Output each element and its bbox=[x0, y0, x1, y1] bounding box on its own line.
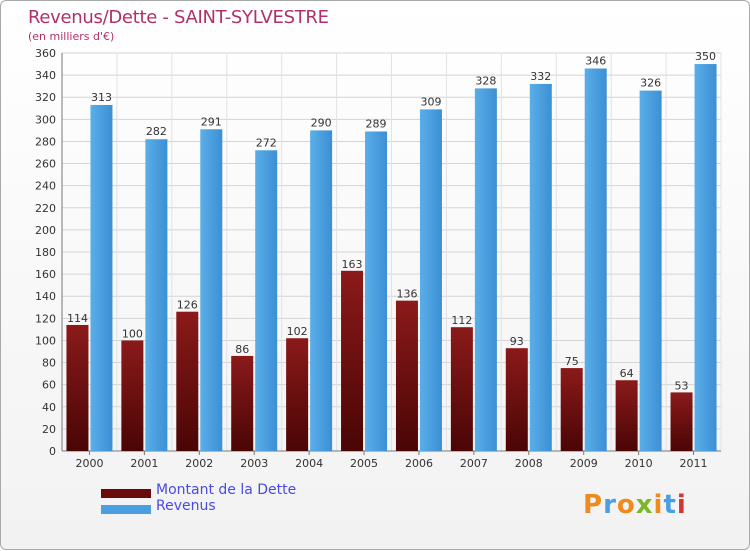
y-tick-label: 220 bbox=[35, 202, 56, 215]
data-label-revenus: 326 bbox=[640, 77, 661, 90]
x-tick-label: 2003 bbox=[240, 457, 268, 470]
bar-revenus bbox=[694, 64, 717, 452]
y-tick-label: 60 bbox=[42, 379, 56, 392]
x-tick-label: 2001 bbox=[130, 457, 158, 470]
x-tick-label: 2000 bbox=[75, 457, 103, 470]
data-label-dette: 102 bbox=[287, 325, 308, 338]
bar-dette bbox=[560, 368, 583, 451]
chart-title: Revenus/Dette - SAINT-SYLVESTRE bbox=[28, 7, 329, 28]
logo-letter: i bbox=[676, 490, 687, 520]
bar-dette bbox=[121, 340, 144, 451]
bar-dette bbox=[176, 311, 199, 451]
x-tick-label: 2005 bbox=[350, 457, 378, 470]
bar-revenus bbox=[419, 109, 442, 451]
axes bbox=[61, 53, 721, 455]
logo-letter: x bbox=[635, 490, 654, 520]
y-tick-label: 80 bbox=[42, 357, 56, 370]
data-label-revenus: 291 bbox=[201, 115, 222, 128]
x-tick-label: 2008 bbox=[515, 457, 543, 470]
bar-revenus bbox=[584, 68, 607, 451]
logo-letter: P bbox=[583, 490, 604, 520]
x-tick-label: 2011 bbox=[680, 457, 708, 470]
bar-dette bbox=[231, 355, 254, 451]
data-label-revenus: 313 bbox=[91, 91, 112, 104]
data-label-revenus: 328 bbox=[475, 74, 496, 87]
x-tick-label: 2010 bbox=[625, 457, 653, 470]
data-label-dette: 112 bbox=[451, 314, 472, 327]
x-tick-label: 2002 bbox=[185, 457, 213, 470]
data-label-revenus: 350 bbox=[695, 50, 716, 63]
y-tick-label: 200 bbox=[35, 224, 56, 237]
x-tick-label: 2004 bbox=[295, 457, 323, 470]
data-label-dette: 126 bbox=[177, 299, 198, 312]
data-label-dette: 93 bbox=[510, 335, 524, 348]
data-label-dette: 136 bbox=[396, 288, 417, 301]
data-label-dette: 53 bbox=[675, 379, 689, 392]
bar-revenus bbox=[200, 129, 223, 452]
y-tick-label: 320 bbox=[35, 91, 56, 104]
data-label-dette: 114 bbox=[67, 312, 88, 325]
chart-subtitle: (en milliers d'€) bbox=[28, 30, 115, 43]
bar-dette bbox=[450, 327, 473, 451]
data-label-dette: 86 bbox=[235, 343, 249, 356]
data-label-revenus: 272 bbox=[256, 136, 277, 149]
legend-label-revenus: Revenus bbox=[156, 498, 216, 514]
y-tick-label: 100 bbox=[35, 334, 56, 347]
bar-dette bbox=[341, 270, 364, 451]
y-tick-label: 240 bbox=[35, 180, 56, 193]
x-tick-label: 2007 bbox=[460, 457, 488, 470]
y-tick-label: 180 bbox=[35, 246, 56, 259]
bar-dette bbox=[615, 380, 638, 451]
legend-swatch-revenus bbox=[101, 505, 151, 514]
data-label-revenus: 332 bbox=[530, 70, 551, 83]
y-tick-label: 160 bbox=[35, 268, 56, 281]
data-label-revenus: 282 bbox=[146, 125, 167, 138]
logo-letter: r bbox=[603, 490, 617, 520]
data-label-dette: 163 bbox=[342, 258, 363, 271]
labels: 0 20 40 60 80 100 120 140 160 180 200 220 240 260 280 3… bbox=[35, 47, 716, 470]
logo-letter: t bbox=[663, 490, 677, 520]
bar-dette bbox=[395, 300, 418, 451]
x-tick-label: 2006 bbox=[405, 457, 433, 470]
bar-revenus bbox=[255, 150, 278, 452]
data-label-revenus: 290 bbox=[311, 116, 332, 129]
legend-label-dette: Montant de la Dette bbox=[156, 482, 297, 498]
data-label-dette: 64 bbox=[620, 367, 634, 380]
y-tick-label: 360 bbox=[35, 47, 56, 60]
y-tick-label: 40 bbox=[42, 401, 56, 414]
data-label-revenus: 289 bbox=[366, 117, 387, 130]
data-label-dette: 100 bbox=[122, 327, 143, 340]
y-tick-label: 340 bbox=[35, 69, 56, 82]
y-tick-label: 20 bbox=[42, 423, 56, 436]
bar-revenus bbox=[145, 139, 168, 451]
bar-dette bbox=[505, 348, 528, 451]
data-label-dette: 75 bbox=[565, 355, 579, 368]
bars bbox=[66, 64, 717, 452]
y-tick-label: 140 bbox=[35, 290, 56, 303]
bar-dette bbox=[286, 338, 309, 451]
bar-revenus bbox=[365, 131, 388, 451]
bar-revenus bbox=[639, 90, 662, 451]
legend-swatch-dette bbox=[101, 489, 151, 498]
x-tick-label: 2009 bbox=[570, 457, 598, 470]
bar-revenus bbox=[474, 88, 497, 451]
bar-dette bbox=[670, 392, 693, 451]
bar-dette bbox=[66, 324, 89, 451]
y-tick-label: 260 bbox=[35, 158, 56, 171]
y-tick-label: 300 bbox=[35, 113, 56, 126]
bar-revenus bbox=[529, 83, 552, 451]
logo-letter: i bbox=[653, 490, 664, 520]
y-tick-label: 280 bbox=[35, 135, 56, 148]
bar-revenus bbox=[310, 130, 333, 451]
bar-revenus bbox=[90, 104, 113, 451]
data-label-revenus: 346 bbox=[585, 54, 606, 67]
y-tick-label: 0 bbox=[49, 445, 56, 458]
data-label-revenus: 309 bbox=[420, 95, 441, 108]
proxiti-logo: Proxiti bbox=[583, 490, 687, 520]
logo-letter: o bbox=[616, 490, 636, 520]
y-tick-label: 120 bbox=[35, 312, 56, 325]
